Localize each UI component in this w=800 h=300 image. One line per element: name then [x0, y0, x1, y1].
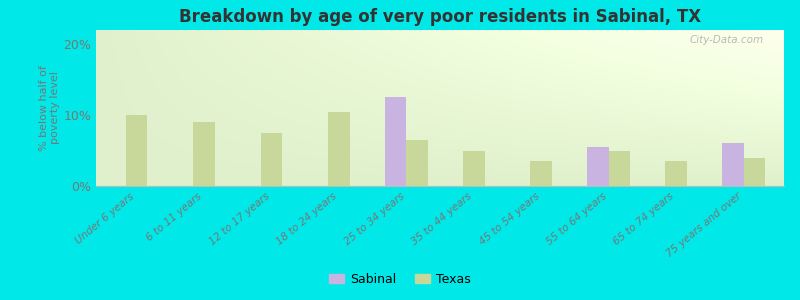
Bar	[406, 140, 428, 186]
Bar	[463, 151, 485, 186]
Legend: Sabinal, Texas: Sabinal, Texas	[324, 268, 476, 291]
Bar	[609, 151, 630, 186]
Title: Breakdown by age of very poor residents in Sabinal, TX: Breakdown by age of very poor residents …	[179, 8, 701, 26]
Text: City-Data.com: City-Data.com	[690, 35, 763, 45]
Bar	[193, 122, 214, 186]
Bar	[261, 133, 282, 186]
Bar	[385, 98, 406, 186]
Bar	[722, 143, 743, 186]
Bar	[328, 112, 350, 186]
Bar	[530, 161, 552, 186]
Bar	[743, 158, 765, 186]
Bar	[666, 161, 687, 186]
Bar	[587, 147, 609, 186]
Y-axis label: % below half of
poverty level: % below half of poverty level	[39, 65, 61, 151]
Bar	[126, 115, 147, 186]
